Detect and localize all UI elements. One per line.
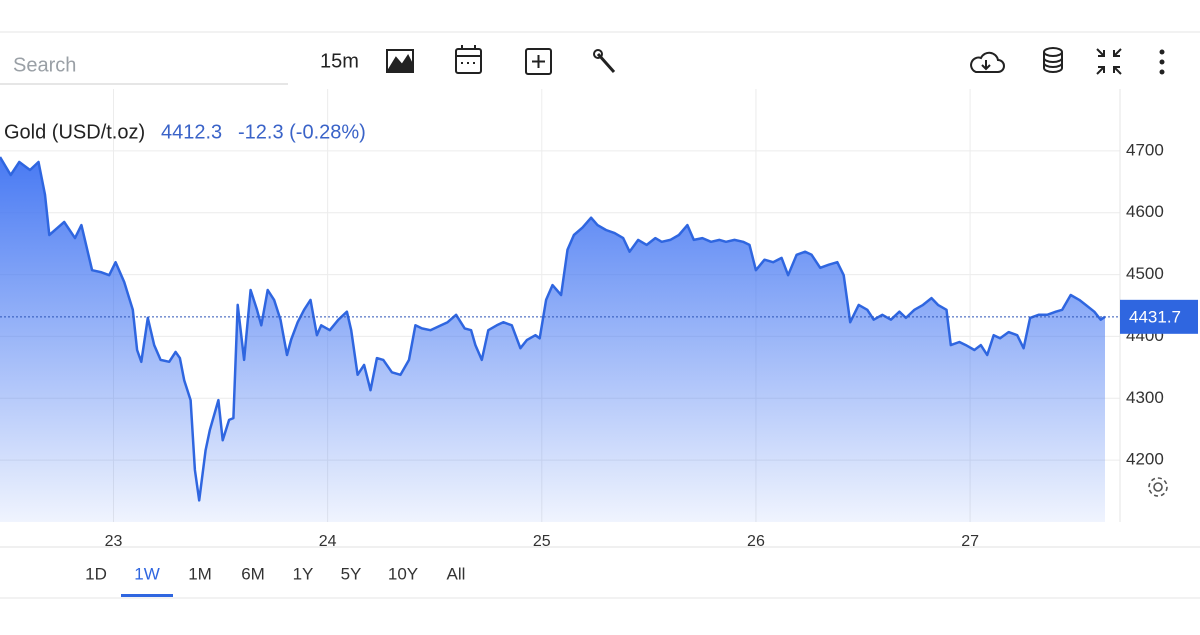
x-tick-label: 27	[961, 533, 979, 550]
plot	[0, 156, 1106, 522]
more-icon[interactable]	[1159, 49, 1165, 75]
y-tick-label: 4700	[1126, 140, 1164, 159]
range-button[interactable]: 10Y	[388, 564, 418, 583]
price-change: -12.3 (-0.28%)	[238, 121, 366, 143]
y-tick-label: 4600	[1126, 202, 1164, 221]
range-button[interactable]: 6M	[241, 564, 265, 583]
chart-title: Gold (USD/t.oz)	[4, 121, 145, 143]
range-bar: 1D 1W 1M 6M 1Y 5Y 10Y All	[85, 564, 465, 597]
y-tick-label: 4500	[1126, 264, 1164, 283]
price: 4412.3	[161, 121, 222, 143]
y-tick-label: 4200	[1126, 450, 1164, 469]
data-icon[interactable]	[1043, 47, 1063, 73]
collapse-icon[interactable]	[1096, 48, 1122, 75]
range-button[interactable]: 1Y	[293, 564, 314, 583]
x-tick-label: 23	[105, 533, 123, 550]
interval-button[interactable]: 15m	[320, 50, 359, 72]
range-button[interactable]: 1M	[188, 564, 212, 583]
search-input[interactable]: Search	[13, 54, 76, 76]
y-tick-label: 4300	[1126, 388, 1164, 407]
range-button[interactable]: 1D	[85, 564, 107, 583]
area-fill	[0, 157, 1105, 522]
settings-icon[interactable]	[593, 49, 616, 73]
range-active-indicator	[121, 594, 173, 597]
range-button[interactable]: 1W	[134, 564, 160, 583]
toolbar-icons	[386, 45, 1122, 75]
x-tick-label: 24	[319, 533, 337, 550]
chart-type-icon[interactable]	[386, 49, 414, 73]
indicator-icon[interactable]	[525, 48, 552, 75]
price-line	[0, 156, 1106, 502]
x-tick-label: 26	[747, 533, 765, 550]
range-button[interactable]: All	[447, 564, 466, 583]
range-button[interactable]: 5Y	[341, 564, 362, 583]
x-tick-label: 25	[533, 533, 551, 550]
last-price-tag	[1120, 299, 1198, 334]
gear-icon[interactable]	[1148, 477, 1168, 497]
last-price-label: 4431.7	[1129, 307, 1181, 326]
calendar-icon[interactable]	[455, 45, 482, 74]
download-icon[interactable]	[970, 51, 1005, 73]
